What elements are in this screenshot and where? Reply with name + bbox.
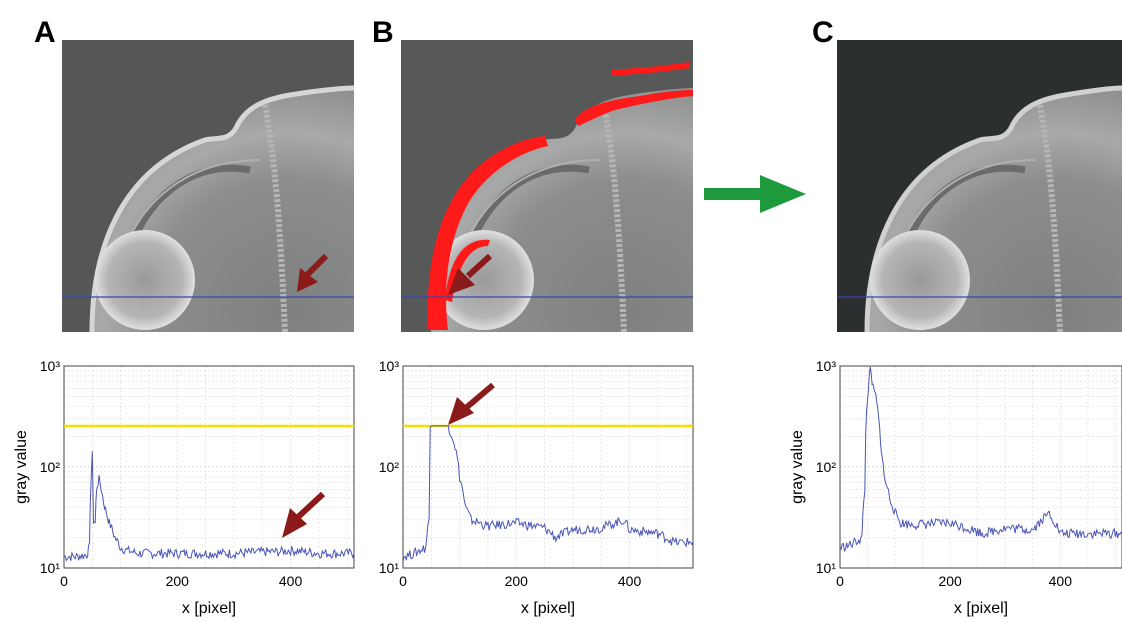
x-tick-label: 0 xyxy=(60,573,68,589)
panel-letter-b: B xyxy=(372,16,394,49)
series-line xyxy=(63,451,355,562)
x-tick-label: 400 xyxy=(279,573,303,589)
x-tick-label: 200 xyxy=(938,573,962,589)
y-tick-label: 10³ xyxy=(816,358,837,374)
series-line xyxy=(402,425,694,562)
chart-a: 0 200 400 10¹ 10² 10³ x [pixel] gray value xyxy=(13,358,355,617)
y-tick-label: 10² xyxy=(816,459,837,475)
arrow-image-b xyxy=(448,253,493,295)
axes-box xyxy=(839,365,1122,569)
x-axis-label: x [pixel] xyxy=(521,600,575,617)
x-tick-label: 400 xyxy=(618,573,642,589)
panel-letter-c: C xyxy=(812,16,834,49)
x-tick-label: 0 xyxy=(836,573,844,589)
x-axis-label: x [pixel] xyxy=(954,600,1008,617)
micrograph-c xyxy=(837,40,1122,332)
arrow-chart-a xyxy=(282,491,326,538)
chart-c: 0 200 400 10¹ 10² 10³ x [pixel] gray value xyxy=(789,358,1122,617)
chart-b: 0 200 400 10¹ 10² 10³ x [pixel] xyxy=(379,358,694,617)
y-tick-label: 10¹ xyxy=(379,560,400,576)
transition-arrow xyxy=(704,175,806,213)
axes-box xyxy=(402,365,694,569)
y-axis-label: gray value xyxy=(13,430,30,504)
x-tick-label: 200 xyxy=(166,573,190,589)
y-tick-label: 10³ xyxy=(40,358,61,374)
y-tick-label: 10¹ xyxy=(816,560,837,576)
y-tick-label: 10² xyxy=(40,459,61,475)
saturation-overlay xyxy=(427,62,693,330)
x-tick-label: 200 xyxy=(505,573,529,589)
x-axis-label: x [pixel] xyxy=(182,600,236,617)
arrow-chart-b xyxy=(448,382,495,425)
micrograph-b xyxy=(401,40,693,332)
panel-letter-a: A xyxy=(34,16,56,49)
arrow-image-a xyxy=(297,253,329,292)
x-tick-label: 400 xyxy=(1049,573,1073,589)
y-axis-label: gray value xyxy=(789,430,806,504)
series-line xyxy=(839,366,1122,553)
y-tick-label: 10³ xyxy=(379,358,400,374)
x-tick-label: 0 xyxy=(399,573,407,589)
y-tick-label: 10² xyxy=(379,459,400,475)
micrograph-a xyxy=(62,40,354,332)
axes-box xyxy=(63,365,355,569)
y-tick-label: 10¹ xyxy=(40,560,61,576)
